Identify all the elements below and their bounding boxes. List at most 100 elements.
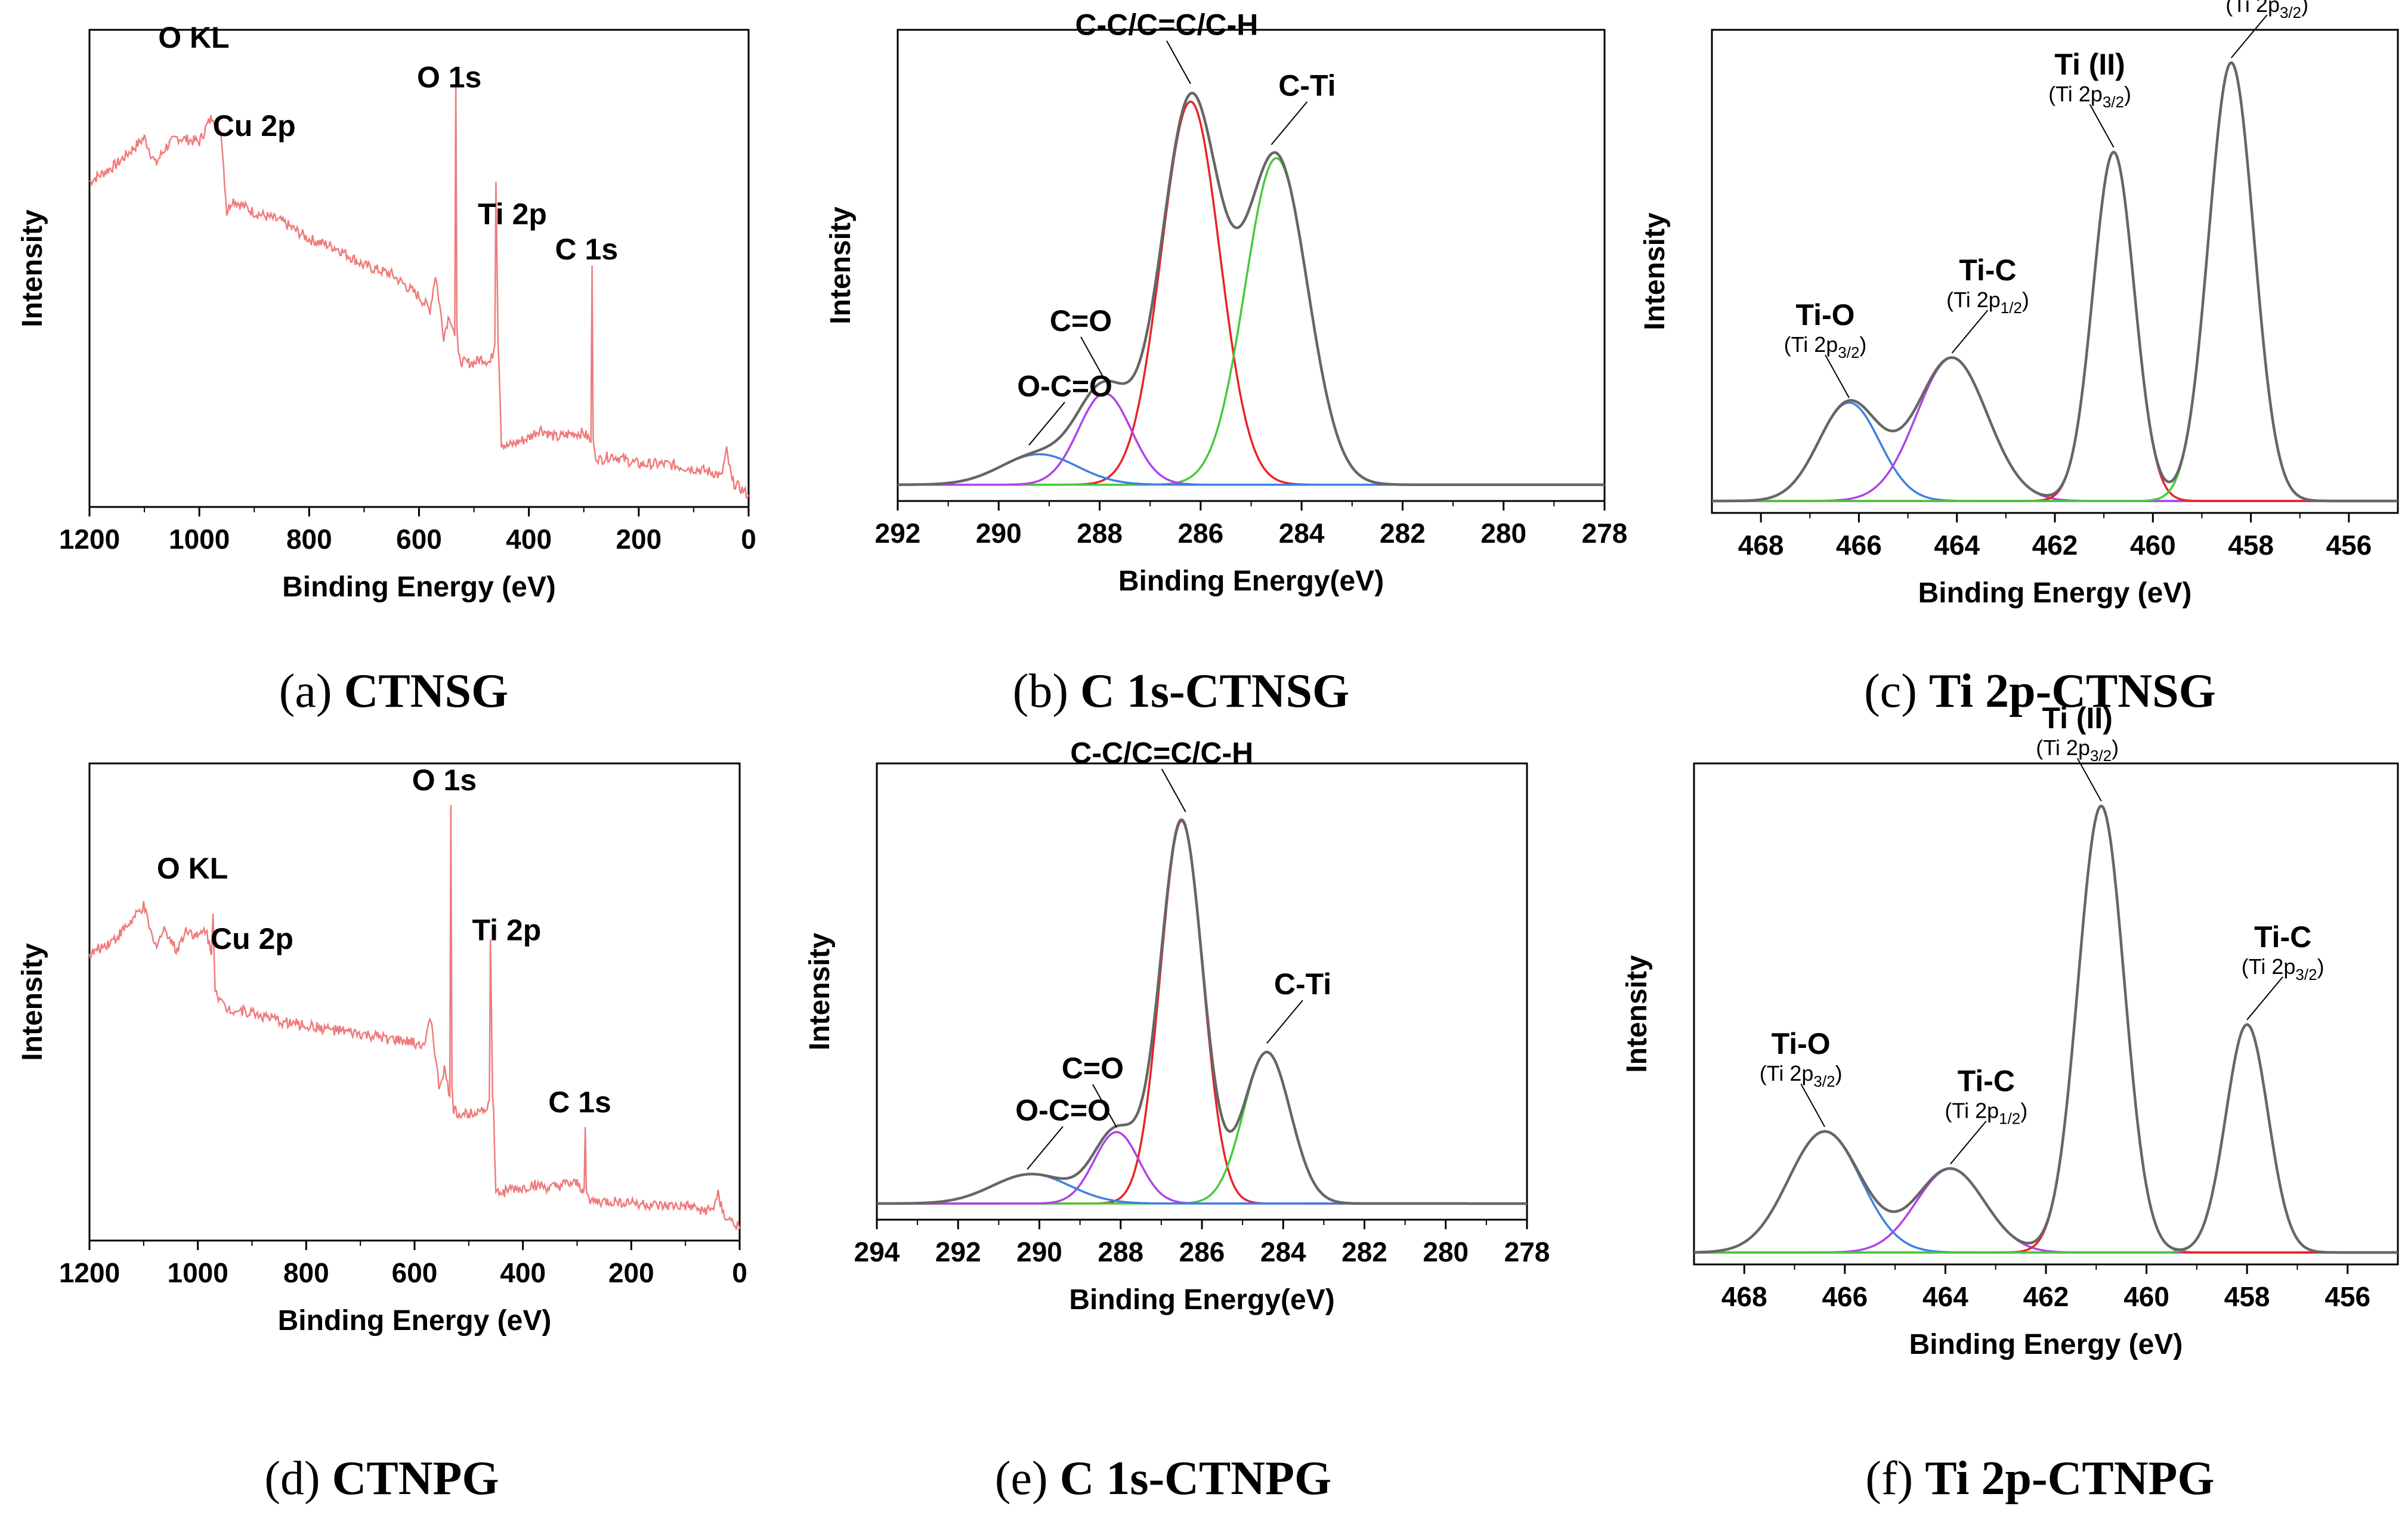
x-tick-label: 1000 <box>169 524 230 555</box>
x-tick-label: 290 <box>976 518 1022 549</box>
peak-label: O KL <box>158 21 229 54</box>
x-tick-label: 0 <box>732 1257 747 1288</box>
peak-label: C=O <box>1050 304 1112 338</box>
peak-sublabel: (Ti 2p3/2) <box>2225 0 2308 21</box>
caption-letter: (c) <box>1864 665 1929 717</box>
annotation-arrow <box>1028 401 1065 446</box>
sublabel-text: (Ti 2p <box>1784 332 1838 357</box>
x-tick-label: 286 <box>1177 518 1223 549</box>
x-tick-label: 282 <box>1380 518 1426 549</box>
sublabel-text: (Ti 2p <box>1946 287 2001 312</box>
y-axis-label: Intensity <box>17 209 48 327</box>
sublabel-subscript: 3/2 <box>2295 966 2317 984</box>
x-tick-label: 280 <box>1480 518 1526 549</box>
sublabel-close: ) <box>2124 82 2131 106</box>
peak-label: Ti (II) <box>2042 701 2113 735</box>
x-tick-label: 280 <box>1423 1236 1469 1267</box>
plot-frame <box>88 762 741 1242</box>
sublabel-subscript: 1/2 <box>2001 299 2022 317</box>
peak-label: O 1s <box>417 61 481 94</box>
annotation-arrow <box>1271 101 1308 146</box>
peak-label: Ti-O <box>1795 298 1854 332</box>
x-tick-label: 200 <box>608 1257 654 1288</box>
envelope-line <box>1694 804 2398 1254</box>
caption-letter: (b) <box>1013 665 1080 717</box>
panel-caption: (e) C 1s-CTNPG <box>995 1452 1331 1505</box>
x-tick-label: 294 <box>854 1236 900 1267</box>
x-tick-label: 1200 <box>59 1257 120 1288</box>
sublabel-subscript: 3/2 <box>1838 344 1859 361</box>
x-tick-label: 800 <box>283 1257 329 1288</box>
x-tick-label: 0 <box>741 524 756 555</box>
peak-sublabel: (Ti 2p1/2) <box>1946 287 2029 317</box>
sublabel-close: ) <box>2301 0 2308 17</box>
peak-label: C-C/C=C/C-H <box>1070 736 1253 769</box>
y-axis-label: Intensity <box>825 206 857 324</box>
peak-label: Ti 2p <box>472 913 542 947</box>
fit-component-line <box>877 1051 1527 1205</box>
x-tick-label: 458 <box>2228 530 2274 561</box>
plot-frame <box>897 29 1606 502</box>
x-tick-label: 464 <box>1934 530 1980 561</box>
peak-label: Ti-C <box>1958 1065 2015 1098</box>
x-tick-label: 288 <box>1077 518 1123 549</box>
envelope-line <box>897 91 1605 486</box>
x-tick-label: 292 <box>935 1236 981 1267</box>
fit-component-line <box>897 453 1605 486</box>
sublabel-text: (Ti 2p <box>2225 0 2280 17</box>
sublabel-close: ) <box>2317 954 2324 979</box>
x-tick-label: 456 <box>2324 1281 2370 1312</box>
peak-label: C 1s <box>555 233 619 266</box>
annotation-arrow <box>1092 1084 1117 1128</box>
x-tick-label: 284 <box>1260 1236 1306 1267</box>
sublabel-close: ) <box>1859 332 1866 357</box>
peak-label: O-C=O <box>1015 1094 1111 1127</box>
annotation-arrow <box>1800 1083 1826 1127</box>
peak-sublabel: (Ti 2p3/2) <box>1784 332 1867 361</box>
annotation-arrow <box>2246 976 2283 1020</box>
peak-label: O 1s <box>412 763 477 797</box>
sublabel-text: (Ti 2p <box>2242 954 2296 979</box>
caption-title: CTNPG <box>332 1452 499 1505</box>
annotation-arrow <box>1161 768 1186 812</box>
caption-letter: (e) <box>995 1452 1060 1505</box>
caption-title: Ti 2p-CTNSG <box>1929 665 2216 717</box>
panel-caption: (f) Ti 2p-CTNPG <box>1865 1452 2214 1505</box>
x-axis-label: Binding Energy (eV) <box>1918 577 2192 609</box>
survey-series-line <box>88 805 741 1230</box>
envelope-line <box>877 818 1527 1205</box>
sublabel-close: ) <box>1835 1061 1843 1085</box>
x-tick-label: 460 <box>2130 530 2176 561</box>
x-tick-label: 290 <box>1016 1236 1062 1267</box>
panel-caption: (a) CTNSG <box>279 665 508 717</box>
x-tick-label: 400 <box>506 524 552 555</box>
fit-component-line <box>1712 61 2398 502</box>
caption-title: Ti 2p-CTNPG <box>1925 1452 2214 1505</box>
panel-c: 468 466 464 462 460 458 456 Binding Energy (eV)… <box>1639 0 2399 717</box>
peak-label: Cu 2p <box>213 109 296 143</box>
y-axis-label: Intensity <box>17 943 48 1061</box>
caption-title: CTNSG <box>344 665 509 717</box>
y-axis-label: Intensity <box>804 933 836 1051</box>
panel-caption: (c) Ti 2p-CTNSG <box>1864 665 2216 717</box>
x-axis-label: Binding Energy (eV) <box>282 571 556 603</box>
caption-title: C 1s-CTNPG <box>1060 1452 1332 1505</box>
sublabel-close: ) <box>2020 1099 2027 1123</box>
annotation-arrow <box>1027 1125 1064 1170</box>
peak-label: O-C=O <box>1017 369 1112 403</box>
x-tick-label: 282 <box>1341 1236 1387 1267</box>
fit-component-line <box>898 100 1605 486</box>
panel-b: 292 290 288 286 284 282 280 278 Binding Energy(e… <box>825 8 1627 717</box>
x-tick-label: 600 <box>392 1257 438 1288</box>
x-tick-label: 462 <box>2023 1281 2069 1312</box>
peak-label: C-Ti <box>1274 967 1331 1001</box>
annotation-arrow <box>1950 1120 1987 1165</box>
x-tick-label: 600 <box>396 524 442 555</box>
fit-component-line <box>1694 1167 2398 1254</box>
sublabel-close: ) <box>2112 735 2119 760</box>
plot-frame <box>88 29 750 508</box>
annotation-arrow <box>1951 310 1989 354</box>
panel-e: 294 292 290 288 286 284 282 280 278 Binding Energ… <box>804 736 1550 1505</box>
peak-sublabel: (Ti 2p3/2) <box>2242 954 2324 984</box>
